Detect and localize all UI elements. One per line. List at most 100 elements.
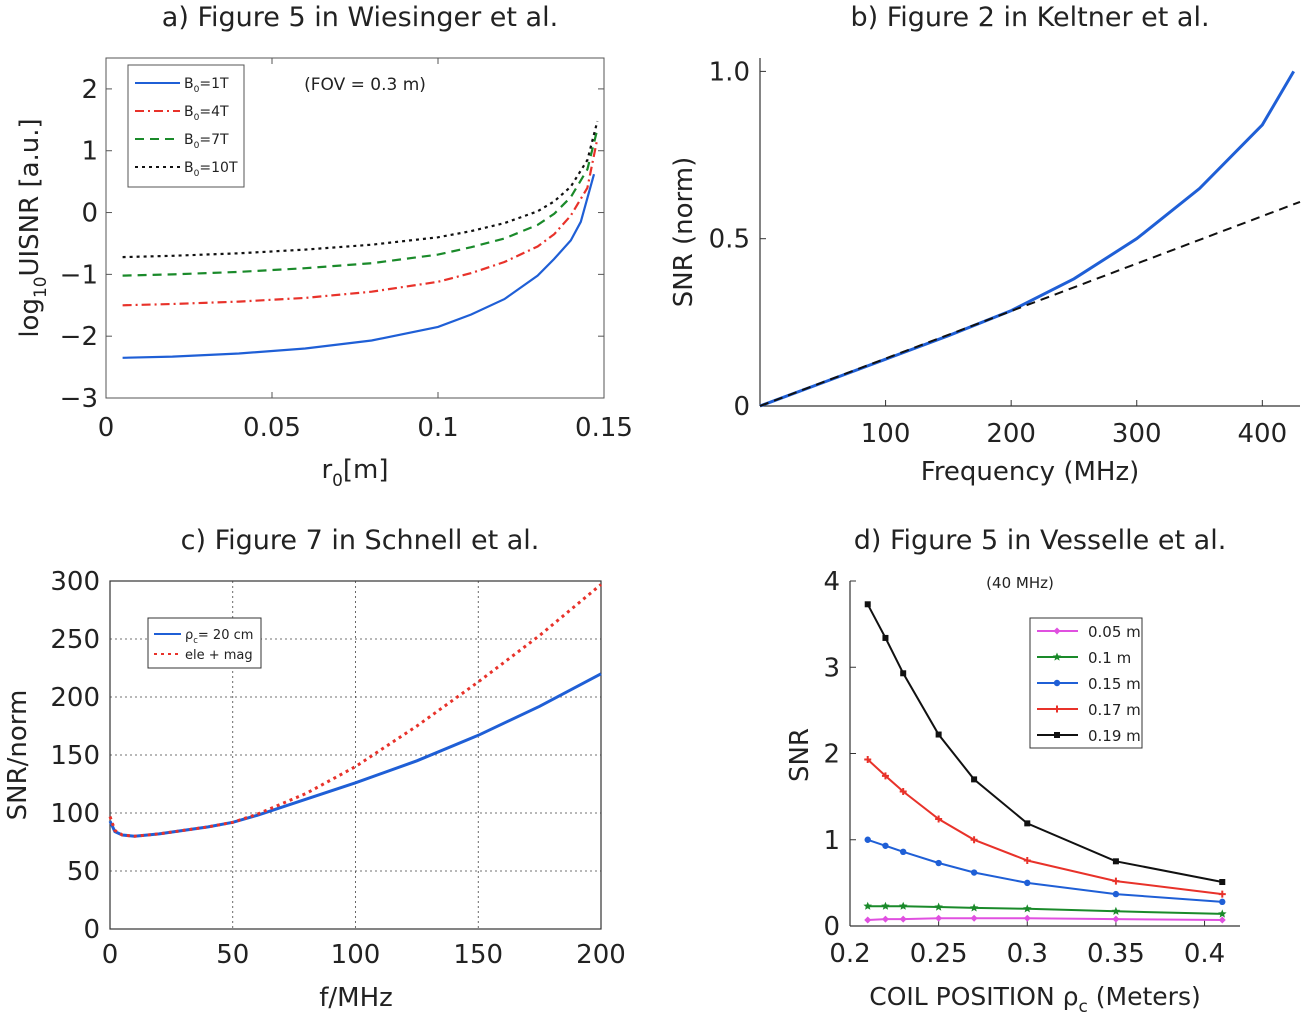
panel-a-xtick-label: 0.1 — [417, 413, 458, 443]
panel-d-series-3-point — [899, 787, 907, 795]
panel-d-series-3-line — [867, 758, 1223, 896]
panel-d-series-0-point — [970, 914, 978, 922]
panel-b-ytick-label: 0 — [733, 392, 750, 422]
panel-b-y-axis-label: SNR (norm) — [669, 157, 699, 308]
panel-d-series-1-point — [863, 901, 872, 910]
panel-b-title: b) Figure 2 in Keltner et al. — [850, 2, 1210, 33]
panel-a-legend-box — [127, 64, 245, 188]
panel-a-title: a) Figure 5 in Wiesinger et al. — [161, 2, 559, 33]
panel-b-xtick-label: 200 — [986, 419, 1036, 449]
panel-d-y-axis-label: SNR — [785, 728, 815, 782]
panel-d-series-0-point — [935, 914, 943, 922]
panel-a-series-1-line — [122, 138, 599, 307]
panel-b-xtick-label: 100 — [861, 419, 911, 449]
panel-d-legend-marker-4 — [1054, 732, 1060, 738]
panel-b-x-axis-label: Frequency (MHz) — [921, 457, 1140, 487]
panel-c-legend-label-0: ρc= 20 cm — [185, 628, 253, 645]
panel-d-series-4-point — [1219, 879, 1226, 886]
panel-d-series-4-point — [935, 731, 942, 738]
panel-c-xtick-label: 200 — [576, 940, 626, 970]
panel-d-legend-label-1: 0.1 m — [1088, 649, 1131, 667]
panel-a-ytick-label: 1 — [81, 137, 98, 167]
panel-d-series-2-point — [882, 842, 889, 849]
panel-c-title: c) Figure 7 in Schnell et al. — [180, 525, 540, 556]
panel-a-legend-label-2: B0=7T — [184, 132, 229, 151]
panel-d-legend-marker-0 — [1053, 627, 1061, 635]
panel-d-title: d) Figure 5 in Vesselle et al. — [853, 525, 1227, 556]
panel-d-legend-marker-1 — [1052, 652, 1062, 661]
panel-d-legend-marker-3 — [1053, 705, 1061, 713]
panel-d-series-0-point — [899, 915, 907, 923]
panel-c-xtick-label: 50 — [216, 940, 249, 970]
panel-a-xtick-label: 0.05 — [243, 413, 301, 443]
panel-d-series-0-point — [1112, 915, 1120, 923]
panel-d-series-2-point — [1112, 890, 1120, 898]
panel-c-xtick-label: 100 — [331, 940, 381, 970]
panel-d-series-1-point — [881, 901, 890, 910]
panel-d-legend-label-3: 0.17 m — [1088, 701, 1141, 719]
panel-d-x-axis-label: COIL POSITION ρc (Meters) — [869, 982, 1200, 1017]
panel-d-series-3-point — [1112, 877, 1120, 885]
panel-c-ytick-label: 200 — [50, 683, 100, 713]
panel-d-xtick-label: 0.3 — [1007, 939, 1048, 969]
panel-c-xtick-label: 150 — [453, 940, 503, 970]
panel-d-series-4-point — [864, 601, 871, 608]
panel-d-series-2-point — [1024, 879, 1031, 887]
panel-d-series-1-point — [1023, 904, 1032, 913]
panel-c-y-axis-label: SNR/norm — [3, 690, 33, 821]
panel-a-xtick-label: 0 — [98, 413, 115, 443]
panel-c-ytick-label: 150 — [50, 741, 100, 771]
panel-a-series-2-line — [122, 128, 599, 277]
panel-a-xtick-label: 0.15 — [575, 413, 633, 443]
panel-c-legend-box — [147, 617, 262, 669]
panel-d-series-1-point — [1111, 906, 1121, 915]
panel-c-axes-frame — [109, 580, 602, 930]
panel-b-series-1-line — [759, 200, 1301, 407]
panel-d-series-4-line — [866, 603, 1223, 883]
panel-a-ytick-label: 0 — [81, 199, 98, 229]
panel-d-ytick-label: 3 — [823, 653, 840, 683]
panel-d-series-4-point — [971, 776, 978, 783]
panel-d-legend-marker-2 — [1053, 679, 1061, 687]
panel-d-series-2-point — [899, 848, 907, 856]
panel-d-xtick-label: 0.2 — [829, 939, 870, 969]
panel-d-series-0-line — [867, 917, 1223, 921]
panel-d-series-0-point — [881, 915, 889, 923]
panel-d-series-3-point — [970, 836, 978, 844]
panel-a-legend-label-0: B0=1T — [184, 76, 229, 95]
panel-a-legend-label-3: B0=10T — [184, 160, 238, 179]
panel-c-x-axis-label: f/MHz — [319, 983, 393, 1013]
panel-d-series-3-point — [881, 772, 889, 780]
panel-d-xtick-label: 0.35 — [1087, 939, 1145, 969]
panel-c-ytick-label: 300 — [50, 567, 100, 597]
panel-d-ytick-label: 1 — [823, 826, 840, 856]
panel-c-ytick-label: 100 — [50, 799, 100, 829]
panel-d-series-3-point — [864, 756, 872, 764]
panel-d-xtick-label: 0.25 — [910, 939, 968, 969]
panel-a-y-axis-label: log10UISNR [a.u.] — [15, 118, 50, 337]
panel-c-ytick-label: 50 — [67, 857, 100, 887]
panel-d-annotation: (40 MHz) — [986, 574, 1054, 592]
panel-a-ytick-label: 2 — [81, 75, 98, 105]
panel-d-series-4-point — [882, 634, 889, 641]
panel-d-ytick-label: 0 — [823, 912, 840, 942]
panel-d-series-4-point — [1024, 820, 1031, 827]
panel-d-series-1-point — [969, 903, 979, 912]
panel-d-series-2-point — [935, 859, 942, 867]
panel-d-legend-label-0: 0.05 m — [1088, 623, 1141, 641]
panel-c-series-1-line — [108, 583, 602, 838]
panel-a-x-axis-label: r0[m] — [321, 455, 388, 490]
panel-d-series-1-line — [867, 905, 1223, 915]
panel-d-series-4-point — [900, 670, 907, 677]
panel-d-series-3-point — [935, 815, 943, 823]
panel-d-series-1-point — [898, 901, 908, 910]
panel-d-series-2-point — [864, 836, 871, 843]
panel-d-series-1-point — [1218, 909, 1227, 918]
panel-c-xtick-label: 0 — [102, 940, 119, 970]
panel-a-ytick-label: −2 — [60, 322, 98, 352]
panel-a-ytick-label: −1 — [60, 260, 98, 290]
panel-c-ytick-label: 250 — [50, 625, 100, 655]
panel-c-ytick-label: 0 — [83, 915, 100, 945]
panel-d-legend-label-2: 0.15 m — [1088, 675, 1141, 693]
panel-a-series-0-line — [122, 173, 596, 359]
